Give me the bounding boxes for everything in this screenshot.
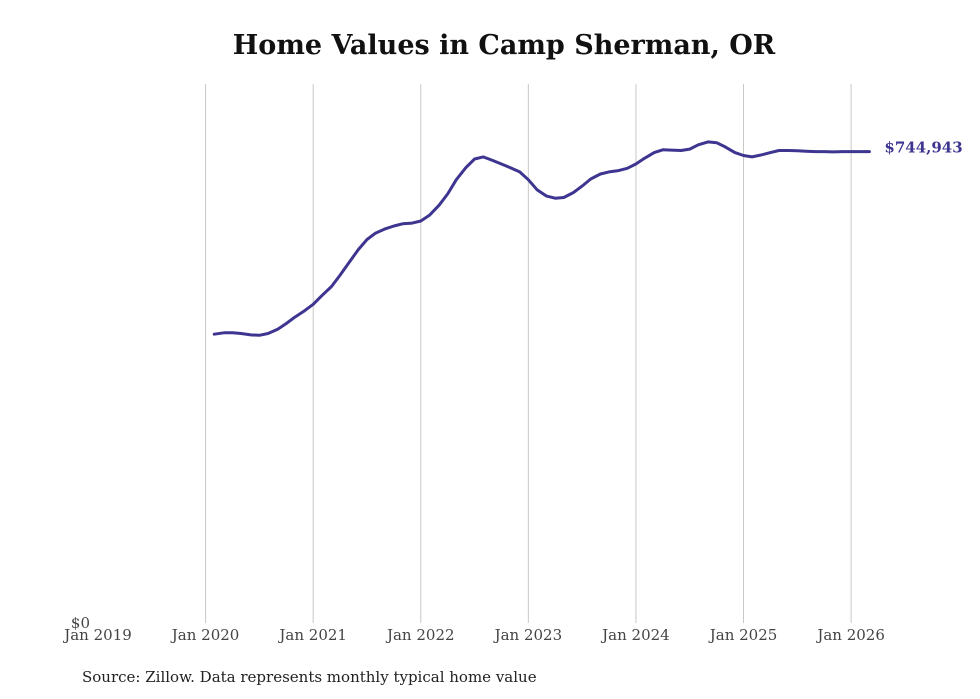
x-tick-label: Jan 2019 [62,626,132,644]
series-line [212,140,871,337]
series-layer [212,140,871,337]
x-tick-label: Jan 2020 [170,626,240,644]
y-tick-label: $0 [71,614,90,632]
source-note: Source: Zillow. Data represents monthly … [82,668,537,686]
x-tick-label: Jan 2025 [708,626,778,644]
x-tick-label: Jan 2021 [277,626,347,644]
axis-ticks: Jan 2019 Jan 2020 Jan 2021 Jan 2022 Jan 2023… [62,614,885,644]
chart-title: Home Values in Camp Sherman, OR [232,30,776,61]
grid-lines [205,84,852,623]
x-tick-label: Jan 2024 [600,626,670,644]
x-tick-label: Jan 2022 [385,626,455,644]
end-value-label: $744,943 [884,139,962,157]
x-tick-label: Jan 2023 [493,626,563,644]
x-tick-label: Jan 2026 [815,626,885,644]
